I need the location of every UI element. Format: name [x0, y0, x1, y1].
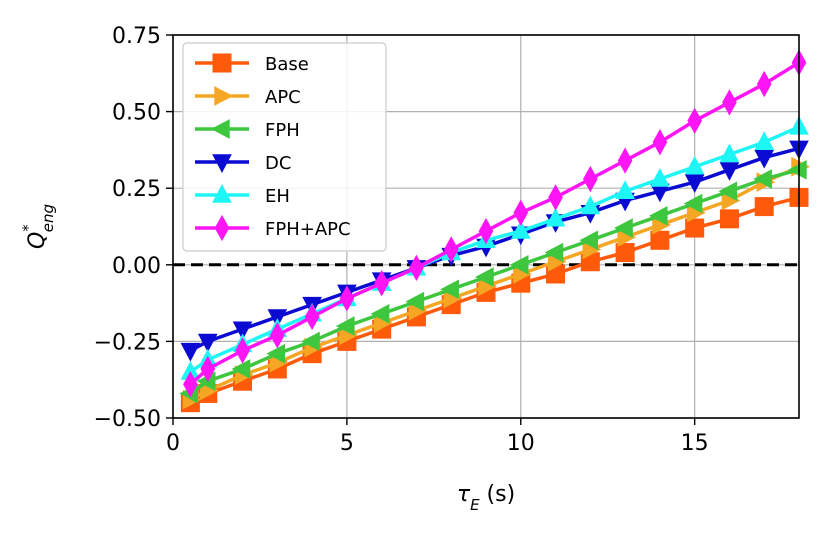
x-tick-label: 15 — [681, 431, 709, 456]
data-point — [719, 209, 739, 229]
data-point — [270, 322, 285, 349]
data-point — [443, 236, 459, 263]
data-point — [687, 107, 702, 134]
data-point — [301, 331, 320, 352]
legend-label: FPH+APC — [265, 219, 351, 240]
data-point — [648, 205, 668, 226]
legend-entry: EH — [195, 184, 290, 207]
data-point — [339, 285, 355, 312]
data-point — [684, 155, 705, 175]
data-point — [544, 242, 564, 263]
axes: 0 5 10 15 −0.50 −0.25 0.00 0.25 0.50 0.75 — [94, 24, 709, 456]
data-point — [722, 89, 737, 116]
data-point — [183, 371, 198, 398]
legend-entry: DC — [195, 153, 291, 174]
y-tick-label: −0.25 — [94, 330, 161, 355]
data-point — [211, 119, 230, 139]
legend-label: FPH — [265, 120, 300, 141]
data-point — [788, 159, 807, 180]
legend-entry: APC — [195, 86, 301, 108]
y-tick-label: 0.75 — [112, 24, 161, 49]
data-point — [548, 184, 563, 211]
y-tick-label: 0.50 — [112, 101, 161, 126]
data-point — [579, 230, 599, 251]
data-point — [409, 254, 424, 282]
data-point — [212, 154, 232, 173]
x-tick-label: 5 — [340, 431, 354, 456]
data-point — [335, 316, 355, 336]
x-axis-label: τE (s) — [457, 482, 515, 514]
data-point — [754, 149, 775, 169]
data-point — [685, 218, 705, 238]
data-point — [652, 129, 668, 156]
legend-entry: FPH — [195, 119, 300, 141]
data-point — [615, 180, 635, 199]
legend-label: APC — [265, 87, 301, 108]
data-point — [684, 174, 705, 194]
data-point — [212, 53, 232, 73]
data-point — [650, 230, 670, 250]
data-point — [478, 217, 494, 245]
data-point — [475, 267, 494, 287]
data-point — [405, 291, 425, 312]
series-fph — [179, 159, 807, 404]
data-point — [753, 169, 772, 189]
x-tick-label: 10 — [507, 431, 535, 456]
data-point — [513, 199, 529, 226]
data-point — [232, 321, 253, 341]
data-point — [509, 254, 529, 275]
data-point — [510, 220, 531, 239]
data-point — [718, 181, 738, 202]
x-tick-label: 0 — [166, 431, 180, 456]
data-point — [650, 168, 670, 187]
data-point — [719, 162, 740, 181]
data-point — [545, 207, 566, 227]
legend-label: DC — [265, 153, 291, 174]
data-point — [212, 184, 232, 203]
series-group — [179, 49, 810, 413]
plot-frame — [172, 34, 800, 419]
svg-text:Q*eng: Q* eng — [19, 204, 57, 249]
data-point — [615, 243, 635, 263]
data-point — [200, 355, 216, 383]
data-point — [180, 342, 201, 362]
data-point — [754, 197, 774, 217]
data-point — [583, 165, 598, 193]
data-point — [370, 303, 390, 324]
data-point — [197, 333, 218, 353]
data-point — [374, 270, 389, 297]
y-tick-label: 0.00 — [112, 254, 161, 279]
data-point — [580, 195, 601, 215]
y-tick-label: −0.50 — [94, 407, 161, 432]
y-axis-label: Q* eng — [19, 204, 57, 249]
legend-label: EH — [265, 186, 290, 207]
y-tick-label: 0.25 — [112, 177, 161, 202]
legend-label: Base — [265, 54, 309, 75]
legend-entry: FPH+APC — [195, 214, 351, 242]
data-point — [617, 147, 633, 174]
data-point — [683, 193, 703, 214]
data-point — [614, 218, 633, 238]
data-point — [756, 70, 772, 98]
data-point — [754, 131, 775, 150]
series-fph-apc — [183, 49, 807, 398]
data-point — [440, 279, 459, 300]
data-point — [214, 214, 230, 242]
data-point — [214, 86, 233, 106]
data-point — [719, 143, 740, 163]
legend: Base APC FPH DC EH FPH+APC — [182, 42, 387, 252]
legend-entry: Base — [195, 53, 309, 75]
data-point — [235, 337, 250, 364]
data-point — [304, 303, 320, 331]
data-point — [231, 359, 251, 379]
data-point — [266, 343, 286, 364]
